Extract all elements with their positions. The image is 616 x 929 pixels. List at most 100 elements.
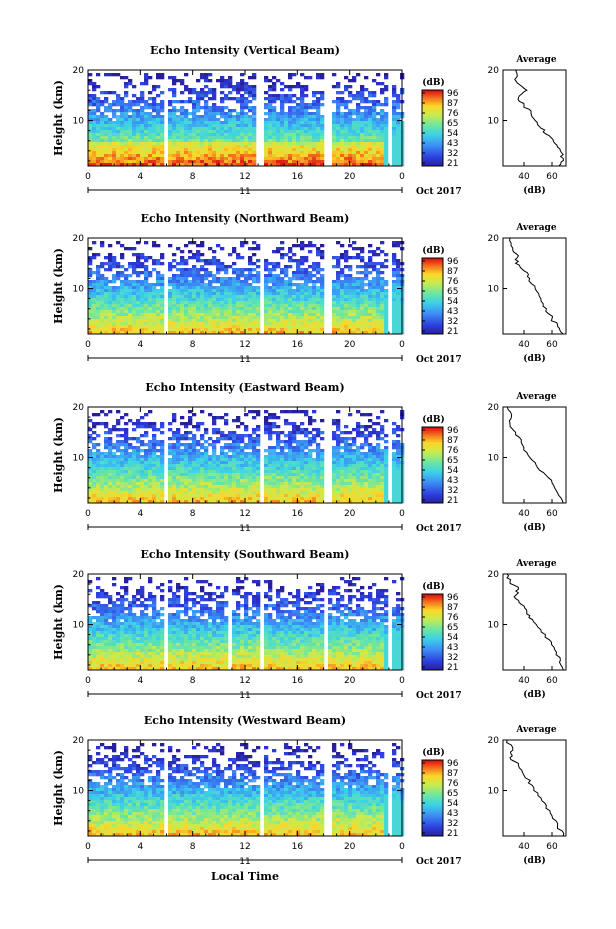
heatmap-cell (244, 142, 249, 146)
heatmap-cell (308, 139, 313, 143)
heatmap-cell (160, 145, 165, 149)
heatmap-cell (272, 127, 277, 131)
heatmap-cell (116, 491, 121, 495)
heatmap-cell (264, 106, 269, 110)
heatmap-cell (196, 428, 201, 432)
heatmap-cell (256, 325, 261, 329)
heatmap-cell (140, 328, 145, 332)
heatmap-cell (120, 139, 125, 143)
heatmap-cell (196, 157, 201, 161)
heatmap-cell (156, 118, 161, 122)
heatmap-cell (220, 313, 225, 317)
heatmap-cell (296, 301, 301, 305)
heatmap-cell (200, 458, 205, 462)
heatmap-cell (204, 461, 209, 465)
heatmap-cell (276, 286, 281, 290)
heatmap-cell (144, 500, 149, 504)
heatmap-cell (380, 130, 385, 134)
heatmap-cell (316, 265, 321, 269)
heatmap-cell (240, 88, 245, 92)
heatmap-cell (212, 325, 217, 329)
heatmap-cell (276, 97, 281, 101)
heatmap-cell (312, 142, 317, 146)
heatmap-cell (316, 109, 321, 113)
heatmap-cell (88, 331, 93, 335)
heatmap-cell (276, 121, 281, 125)
heatmap-cell (288, 322, 293, 326)
heatmap-cell (396, 271, 401, 275)
heatmap-cell (280, 485, 285, 489)
heatmap-cell (180, 473, 185, 477)
heatmap-cell (212, 289, 217, 293)
heatmap-cell (232, 289, 237, 293)
heatmap-cell (88, 292, 93, 296)
colorbar-tick-label: 54 (447, 129, 459, 139)
heatmap-cell (336, 328, 341, 332)
heatmap-cell (100, 139, 105, 143)
heatmap-cell (356, 121, 361, 125)
heatmap-cell (224, 491, 229, 495)
heatmap-cell (92, 283, 97, 287)
heatmap-cell (264, 416, 269, 420)
heatmap-cell (116, 410, 121, 414)
heatmap-cell (136, 494, 141, 498)
heatmap-cell (132, 286, 137, 290)
heatmap-cell (172, 133, 177, 137)
heatmap-cell (96, 106, 101, 110)
heatmap-cell (156, 458, 161, 462)
heatmap-cell (396, 313, 401, 317)
heatmap-cell (352, 316, 357, 320)
heatmap-cell (356, 160, 361, 164)
heatmap-cell (144, 497, 149, 501)
heatmap-cell (176, 277, 181, 281)
heatmap-cell (316, 145, 321, 149)
heatmap-cell (180, 304, 185, 308)
heatmap-cell (124, 497, 129, 501)
heatmap-cell (160, 142, 165, 146)
heatmap-cell (216, 109, 221, 113)
heatmap-cell (316, 124, 321, 128)
heatmap-cell (148, 76, 153, 80)
heatmap-cell (172, 485, 177, 489)
heatmap-cell (192, 265, 197, 269)
heatmap-cell (100, 160, 105, 164)
heatmap-cell (240, 331, 245, 335)
heatmap-cell (292, 139, 297, 143)
heatmap-cell (288, 121, 293, 125)
heatmap-cell (136, 100, 141, 104)
heatmap-cell (140, 494, 145, 498)
heatmap-cell (360, 97, 365, 101)
heatmap-cell (120, 443, 125, 447)
heatmap-cell (108, 151, 113, 155)
heatmap-cell (340, 328, 345, 332)
heatmap-cell (176, 121, 181, 125)
heatmap-cell (168, 112, 173, 116)
y-tick-label: 10 (73, 117, 85, 127)
heatmap-cell (172, 437, 177, 441)
heatmap-cell (372, 262, 377, 266)
heatmap-cell (208, 97, 213, 101)
heatmap-cell (368, 136, 373, 140)
heatmap-cell (176, 118, 181, 122)
heatmap-cell (128, 455, 133, 459)
heatmap-cell (188, 130, 193, 134)
heatmap-cell (200, 241, 205, 245)
heatmap-cell (236, 274, 241, 278)
heatmap-cell (124, 115, 129, 119)
heatmap-cell (144, 274, 149, 278)
heatmap-cell (148, 479, 153, 483)
heatmap-cell (172, 139, 177, 143)
heatmap-cell (316, 295, 321, 299)
heatmap-cell (136, 289, 141, 293)
heatmap-cell (200, 319, 205, 323)
colorbar-tick-label: 76 (447, 109, 459, 119)
heatmap-cell (228, 160, 233, 164)
heatmap-cell (292, 440, 297, 444)
heatmap-cell (284, 280, 289, 284)
heatmap-cell (352, 325, 357, 329)
heatmap-cell (368, 115, 373, 119)
heatmap-cell (192, 461, 197, 465)
heatmap-cell (132, 280, 137, 284)
heatmap-cell (392, 241, 397, 245)
heatmap-cell (272, 500, 277, 504)
